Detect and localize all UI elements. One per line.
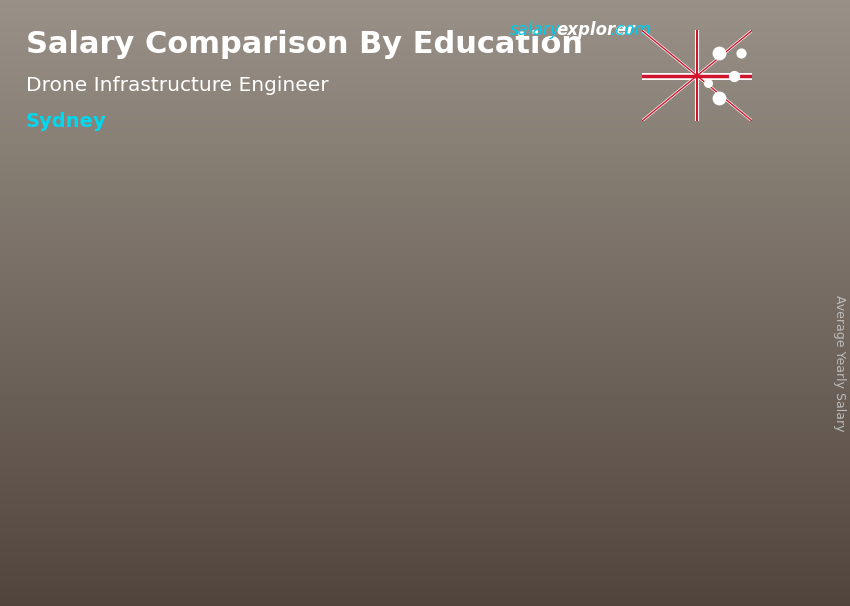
Text: 126,000 AUD: 126,000 AUD bbox=[402, 242, 499, 258]
Polygon shape bbox=[588, 205, 601, 497]
Text: 97,500 AUD: 97,500 AUD bbox=[238, 294, 326, 309]
Text: +18%: +18% bbox=[164, 240, 236, 260]
Polygon shape bbox=[420, 269, 507, 497]
Polygon shape bbox=[676, 198, 689, 497]
Polygon shape bbox=[252, 321, 339, 497]
Polygon shape bbox=[420, 262, 521, 269]
Polygon shape bbox=[588, 198, 689, 205]
Text: salary: salary bbox=[510, 21, 560, 39]
Text: Sydney: Sydney bbox=[26, 112, 106, 131]
Text: PhD: PhD bbox=[622, 514, 654, 528]
Text: 82,300 AUD: 82,300 AUD bbox=[70, 322, 157, 336]
Text: Drone Infrastructure Engineer: Drone Infrastructure Engineer bbox=[26, 76, 328, 95]
Text: Bachelor's
Degree: Bachelor's Degree bbox=[260, 514, 343, 546]
Polygon shape bbox=[82, 348, 171, 497]
Polygon shape bbox=[82, 348, 96, 497]
Polygon shape bbox=[507, 262, 521, 497]
Text: +28%: +28% bbox=[501, 123, 573, 143]
Point bbox=[727, 71, 740, 81]
FancyArrowPatch shape bbox=[469, 187, 616, 254]
Polygon shape bbox=[420, 269, 433, 497]
Polygon shape bbox=[252, 321, 264, 497]
Text: Salary Comparison By Education: Salary Comparison By Education bbox=[26, 30, 582, 59]
Polygon shape bbox=[588, 205, 676, 497]
Text: 161,000 AUD: 161,000 AUD bbox=[570, 179, 667, 194]
Text: explorer: explorer bbox=[557, 21, 636, 39]
FancyArrowPatch shape bbox=[301, 246, 448, 306]
Point bbox=[712, 48, 726, 58]
Text: Average Yearly Salary: Average Yearly Salary bbox=[833, 295, 846, 432]
Text: Master's
Degree: Master's Degree bbox=[437, 514, 504, 546]
Polygon shape bbox=[171, 341, 184, 497]
Text: Certificate or
Diploma: Certificate or Diploma bbox=[81, 514, 186, 546]
Text: .com: .com bbox=[610, 21, 651, 39]
FancyArrowPatch shape bbox=[133, 287, 280, 333]
Polygon shape bbox=[82, 341, 184, 348]
Point bbox=[712, 93, 726, 103]
Polygon shape bbox=[339, 313, 353, 497]
Point bbox=[701, 78, 715, 87]
Text: +29%: +29% bbox=[332, 180, 405, 200]
Point bbox=[734, 48, 748, 58]
Polygon shape bbox=[252, 313, 353, 321]
